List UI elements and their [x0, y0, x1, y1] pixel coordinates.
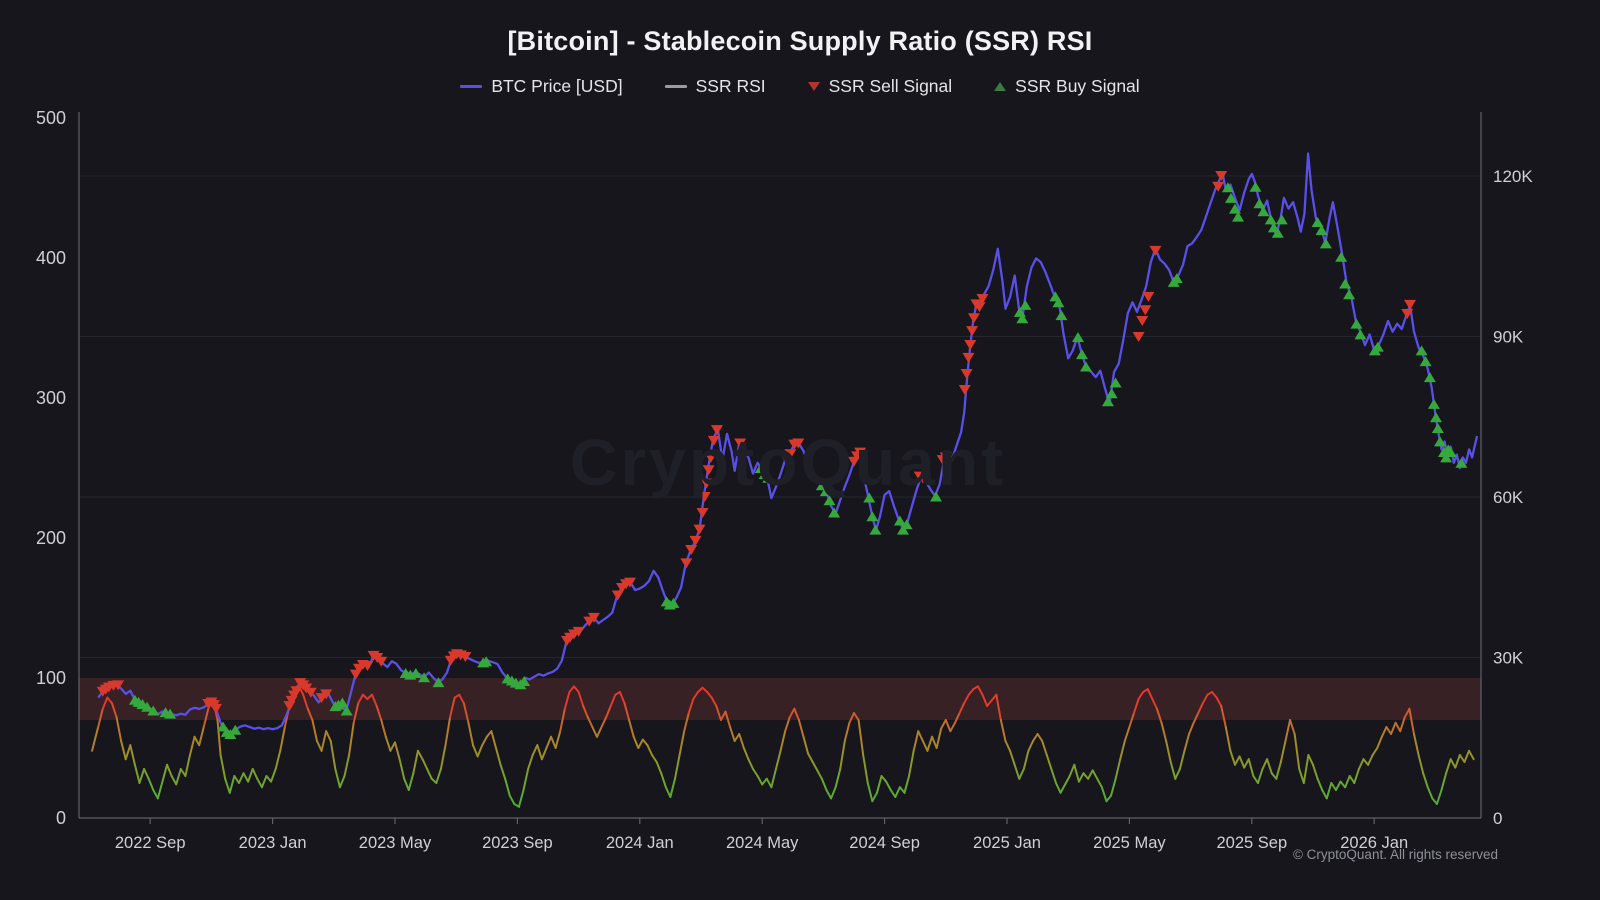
- legend: BTC Price [USD] SSR RSI SSR Sell Signal …: [0, 76, 1600, 97]
- sell-signal-markers: [96, 171, 1417, 714]
- legend-label: BTC Price [USD]: [491, 76, 623, 96]
- svg-text:2026 Jan: 2026 Jan: [1340, 834, 1408, 852]
- svg-text:2025 Jan: 2025 Jan: [973, 834, 1041, 852]
- btc-price-line: [97, 152, 1479, 736]
- svg-text:500: 500: [36, 108, 66, 128]
- svg-text:2025 May: 2025 May: [1093, 834, 1166, 852]
- svg-text:60K: 60K: [1493, 488, 1524, 507]
- buy-signal-markers: [128, 181, 1468, 740]
- svg-text:2024 Jan: 2024 Jan: [606, 834, 674, 852]
- x-axis-labels: 2022 Sep 2023 Jan 2023 May 2023 Sep 2024 Jan…: [115, 818, 1408, 852]
- svg-text:2024 Sep: 2024 Sep: [849, 834, 920, 852]
- legend-item-sell-signal[interactable]: SSR Sell Signal: [807, 76, 953, 97]
- svg-text:90K: 90K: [1493, 328, 1524, 347]
- svg-text:2022 Sep: 2022 Sep: [115, 834, 186, 852]
- svg-text:2024 May: 2024 May: [726, 834, 799, 852]
- right-axis-labels: 0 30K 60K 90K 120K: [1493, 167, 1533, 828]
- legend-item-ssr-rsi[interactable]: SSR RSI: [664, 76, 766, 97]
- rsi-line-swatch-icon: [664, 85, 687, 88]
- svg-text:100: 100: [36, 668, 66, 688]
- legend-label: SSR Sell Signal: [828, 76, 953, 96]
- svg-text:0: 0: [56, 808, 66, 828]
- gridlines: [79, 175, 1481, 658]
- svg-text:30K: 30K: [1493, 649, 1524, 668]
- svg-text:200: 200: [36, 528, 66, 548]
- sell-triangle-icon: [807, 82, 820, 91]
- legend-label: SSR Buy Signal: [1015, 76, 1140, 96]
- svg-text:120K: 120K: [1493, 167, 1533, 186]
- legend-item-btc-price[interactable]: BTC Price [USD]: [460, 76, 623, 97]
- legend-label: SSR RSI: [695, 76, 766, 96]
- btc-line-swatch-icon: [460, 85, 483, 88]
- watermark: CryptoQuant: [569, 425, 1007, 499]
- svg-text:0: 0: [1493, 809, 1502, 828]
- svg-text:400: 400: [36, 248, 66, 268]
- page-title: [Bitcoin] - Stablecoin Supply Ratio (SSR…: [507, 26, 1093, 56]
- left-axis-labels: 0 100 200 300 400 500: [36, 108, 66, 828]
- buy-triangle-icon: [994, 82, 1007, 91]
- svg-text:2023 Jan: 2023 Jan: [239, 834, 307, 852]
- svg-text:2025 Sep: 2025 Sep: [1216, 834, 1287, 852]
- ssr-rsi-line: [91, 684, 1475, 808]
- rsi-overbought-band: [79, 678, 1481, 720]
- svg-text:2023 Sep: 2023 Sep: [482, 834, 553, 852]
- svg-text:2023 May: 2023 May: [359, 834, 432, 852]
- copyright-text: © CryptoQuant. All rights reserved: [1292, 847, 1498, 862]
- legend-item-buy-signal[interactable]: SSR Buy Signal: [994, 76, 1140, 97]
- axes: [78, 112, 1482, 819]
- svg-text:300: 300: [36, 388, 66, 408]
